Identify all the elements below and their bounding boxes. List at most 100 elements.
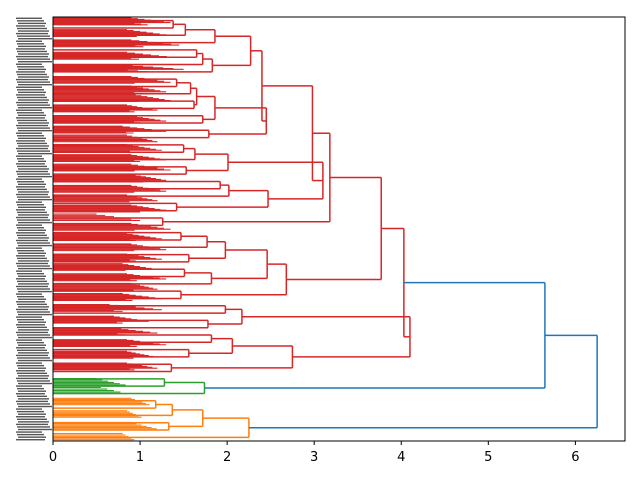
leaf-label <box>17 81 50 83</box>
leaf-label <box>17 181 44 183</box>
leaf-label <box>17 257 47 260</box>
axes: 0 1 2 3 4 5 6 <box>49 16 626 465</box>
leaf-label <box>17 119 47 122</box>
leaf-label <box>16 354 48 357</box>
leaf-label <box>17 357 50 359</box>
leaf-label <box>16 255 45 257</box>
leaf-label <box>18 76 49 78</box>
leaf-label <box>16 400 48 403</box>
leaf-label <box>17 196 50 198</box>
leaf-label <box>17 349 47 352</box>
leaf-label <box>16 370 45 372</box>
leaf-label <box>17 112 44 114</box>
leaf-label <box>18 183 46 186</box>
leaf-label <box>18 221 52 224</box>
leaf-label <box>17 433 44 436</box>
leaf-label <box>18 237 49 239</box>
leaf-labels <box>16 17 52 441</box>
leaf-label <box>17 250 44 252</box>
leaf-label <box>18 306 49 308</box>
leaf-label <box>16 209 45 211</box>
leaf-label <box>16 117 45 119</box>
leaf-label <box>17 58 50 60</box>
leaf-label <box>16 377 48 380</box>
leaf-label <box>17 341 44 344</box>
leaf-label <box>18 137 46 140</box>
leaf-label <box>16 278 45 280</box>
leaf-label <box>18 352 49 354</box>
leaf-label <box>16 416 45 418</box>
leaf-label <box>18 252 46 254</box>
leaf-label <box>17 73 47 76</box>
leaf-label <box>17 410 44 413</box>
leaf-label <box>18 336 52 339</box>
leaf-label <box>18 160 46 163</box>
leaf-label <box>16 25 45 27</box>
leaf-label <box>17 20 44 22</box>
leaf-label <box>17 158 44 160</box>
leaf-label <box>17 311 50 313</box>
leaf-label <box>16 147 48 150</box>
leaf-label <box>18 405 52 408</box>
leaf-label <box>16 262 48 265</box>
leaf-label <box>17 43 44 45</box>
leaf-label <box>18 152 52 155</box>
leaf-label <box>16 423 48 426</box>
x-tick-label: 1 <box>136 450 144 465</box>
leaf-label <box>17 380 50 382</box>
leaf-label <box>17 142 47 145</box>
leaf-label <box>16 293 42 295</box>
leaf-label <box>17 265 50 267</box>
leaf-label <box>17 372 47 375</box>
leaf-label <box>18 436 46 438</box>
leaf-label <box>18 91 46 94</box>
leaf-label <box>18 375 49 377</box>
leaf-label <box>18 428 52 431</box>
leaf-label <box>17 96 47 99</box>
leaf-label <box>18 290 52 293</box>
leaf-label <box>18 83 52 86</box>
leaf-label <box>17 188 47 191</box>
leaf-label <box>16 331 48 334</box>
leaf-label <box>17 27 47 30</box>
x-tick-label: 5 <box>484 450 492 465</box>
leaf-label <box>17 280 47 283</box>
leaf-label <box>17 35 50 37</box>
leaf-label <box>16 63 42 65</box>
leaf-label <box>18 421 49 423</box>
x-tick-label: 4 <box>397 450 405 465</box>
leaf-label <box>16 17 42 19</box>
axes-frame <box>52 16 626 442</box>
leaf-label <box>17 295 44 298</box>
leaf-label <box>18 175 52 178</box>
leaf-label <box>16 216 48 219</box>
leaf-label <box>18 214 49 216</box>
leaf-label <box>16 32 48 35</box>
plot-area <box>53 17 598 441</box>
leaf-label <box>18 359 52 362</box>
leaf-label <box>18 114 46 117</box>
leaf-label <box>17 227 44 229</box>
leaf-label <box>17 66 44 68</box>
leaf-label <box>17 127 50 129</box>
leaf-label <box>16 393 45 395</box>
leaf-label <box>18 206 46 208</box>
leaf-label <box>16 301 45 303</box>
leaf-label <box>17 89 44 91</box>
leaf-label <box>16 109 42 111</box>
leaf-label <box>17 219 50 221</box>
leaf-label <box>16 408 42 410</box>
leaf-label <box>17 204 44 206</box>
leaf-label <box>16 339 42 341</box>
leaf-label <box>17 334 50 336</box>
leaf-label <box>16 385 42 387</box>
leaf-label <box>18 145 49 147</box>
leaf-label <box>16 86 42 88</box>
leaf-label <box>17 50 47 53</box>
leaf-label <box>17 387 44 390</box>
leaf-label <box>17 150 50 152</box>
leaf-label <box>16 124 48 127</box>
leaf-label <box>18 275 46 277</box>
leaf-label <box>18 122 49 124</box>
